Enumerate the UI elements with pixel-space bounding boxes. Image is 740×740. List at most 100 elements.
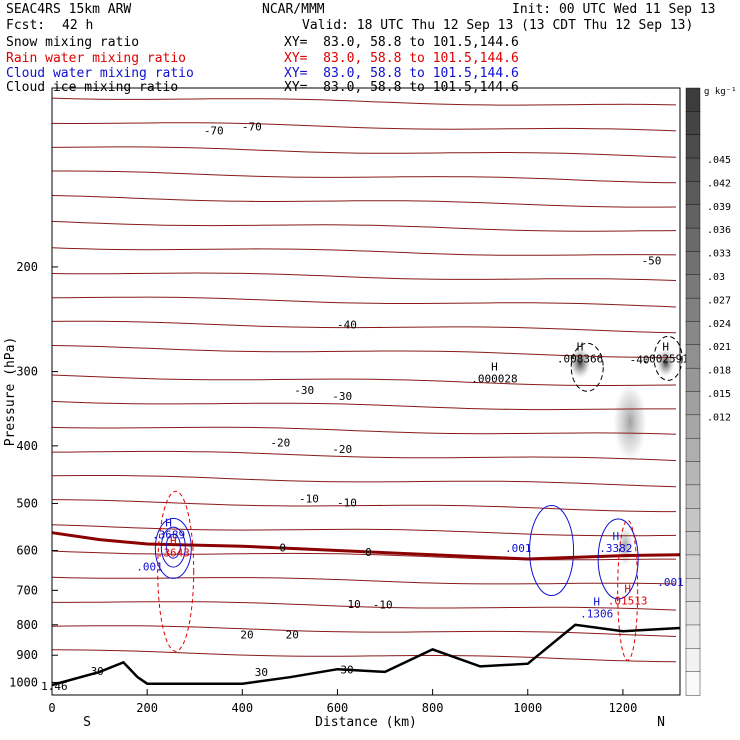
- contour-label: -50: [642, 254, 662, 267]
- contour-label: 30: [91, 665, 104, 678]
- temperature-contour-line: [51, 625, 677, 637]
- plot-frame: [51, 87, 681, 696]
- colorbar-swatch: [685, 367, 701, 393]
- maximum-value: .001: [505, 542, 532, 555]
- maximum-marker: H: [612, 530, 619, 543]
- x-tick-label: 400: [231, 701, 253, 715]
- plot-border: [51, 87, 681, 696]
- temperature-contour-line: [51, 195, 677, 208]
- contour-label: -20: [332, 443, 352, 456]
- maximum-value: .000028: [471, 373, 517, 386]
- temperature-contour-line: [52, 450, 677, 462]
- hydrometeor-contours: [154, 335, 683, 661]
- temperature-contour-line: [51, 426, 677, 435]
- colorbar-label: .036: [707, 225, 731, 236]
- y-tick-label: 300: [16, 365, 38, 379]
- temperature-contour-line: [51, 247, 677, 256]
- x-tick-label: 1000: [513, 701, 542, 715]
- colorbar-swatch: [685, 344, 701, 369]
- y-tick-label: 900: [16, 648, 38, 662]
- colorbar-label: .033: [707, 249, 731, 260]
- field-xy-rain: XY= 83.0, 58.8 to 101.5,144.6: [284, 51, 519, 66]
- temperature-contour-line: [51, 220, 677, 232]
- y-tick-label: 500: [16, 496, 38, 510]
- cloud-water-contour: [160, 526, 186, 568]
- x-tick-label: 1200: [608, 701, 637, 715]
- contour-labels: -70 -70 -50 -40 -40 -30 -30 -20 -20 -10 -10 0 0 10 -10…: [41, 120, 689, 693]
- y-tick-label: 200: [16, 260, 38, 274]
- field-xy-cloudwater: XY= 83.0, 58.8 to 101.5,144.6: [284, 66, 519, 81]
- colorbar-swatch: [685, 391, 701, 416]
- axis-ticks: 0 200 400 600 800 1000 12002003004005006007008…: [3, 260, 665, 730]
- contour-label: -30: [294, 384, 314, 397]
- terrain-profile: [51, 623, 681, 687]
- maximum-marker: H: [662, 341, 669, 354]
- snow-max-shade: [656, 348, 675, 377]
- snow-shading: [569, 346, 675, 567]
- x-end-label-left: S: [83, 715, 91, 730]
- snow-contour: [570, 342, 604, 392]
- colorbar-label: .018: [707, 366, 731, 377]
- rain-water-contour: [617, 519, 639, 661]
- maximum-marker: H: [491, 361, 498, 374]
- contour-label: 0: [365, 546, 372, 559]
- maximum-value: .1306: [580, 608, 613, 621]
- temperature-contour-line: [51, 475, 677, 488]
- contour-label: -10: [373, 598, 393, 611]
- temperature-contour-line: [51, 272, 677, 281]
- x-tick-label: 600: [327, 701, 349, 715]
- temperature-contour-line: [51, 374, 677, 386]
- org-name: NCAR/MMM: [262, 2, 325, 17]
- contour-label: -70: [242, 120, 262, 133]
- contour-label: -70: [204, 125, 224, 138]
- colorbar-label: .045: [707, 155, 731, 166]
- field-name-rain: Rain water mixing ratio: [6, 51, 187, 66]
- temperature-contour-line: [51, 320, 677, 334]
- colorbar-swatch: [685, 321, 701, 346]
- maximum-value: .3689: [152, 529, 185, 542]
- x-tick-label: 200: [136, 701, 158, 715]
- rain-water-contour: [157, 490, 195, 652]
- snow-shade: [613, 382, 648, 463]
- model-name: SEAC4RS 15km ARW: [6, 2, 132, 17]
- colorbar-swatch: [685, 461, 701, 486]
- temperature-contour-line: [51, 296, 677, 308]
- maximum-value: .008366: [557, 353, 603, 366]
- contour-label: 30: [255, 666, 268, 679]
- contour-label: 10: [347, 598, 360, 611]
- maximum-value: .001: [657, 576, 684, 589]
- maximum-value: .002591: [643, 353, 689, 366]
- y-axis-title: Pressure (hPa): [3, 337, 18, 447]
- x-tick-label: 0: [48, 701, 55, 715]
- colorbar: g kg⁻¹ .045 .042 .039 .036 .033 .03 .027 .024 .02…: [685, 87, 737, 696]
- colorbar-swatch: [685, 181, 701, 206]
- maximum-value: .3382: [599, 542, 632, 555]
- y-tick-label: 1000: [9, 675, 38, 689]
- contour-label: -30: [332, 390, 352, 403]
- temperature-contour-line: [51, 400, 676, 411]
- colorbar-swatch: [685, 297, 701, 323]
- x-tick-label: 800: [422, 701, 444, 715]
- colorbar-label: .042: [707, 178, 731, 189]
- maximum-marker: H: [165, 517, 172, 530]
- snow-contour: [653, 335, 683, 381]
- colorbar-label: .024: [707, 319, 731, 330]
- temperature-contour-line: [52, 601, 677, 611]
- contour-label: -10: [337, 496, 357, 509]
- y-tick-label: 800: [16, 618, 38, 632]
- maximum-value: .01513: [608, 594, 648, 607]
- colorbar-swatch: [685, 531, 701, 556]
- temperature-contour-line: [51, 146, 677, 158]
- y-tick-label: 700: [16, 583, 38, 597]
- colorbar-swatch: [685, 134, 701, 159]
- x-axis-title: Distance (km): [315, 715, 417, 730]
- colorbar-label: .039: [707, 202, 731, 213]
- colorbar-swatch: [685, 601, 701, 626]
- colorbar-swatch: [685, 414, 701, 439]
- colorbar-unit: g kg⁻¹: [704, 87, 737, 97]
- contour-label: 0: [279, 542, 286, 555]
- colorbar-swatch: [685, 204, 701, 229]
- temperature-contour-line: [51, 499, 676, 513]
- colorbar-swatch: [685, 251, 701, 276]
